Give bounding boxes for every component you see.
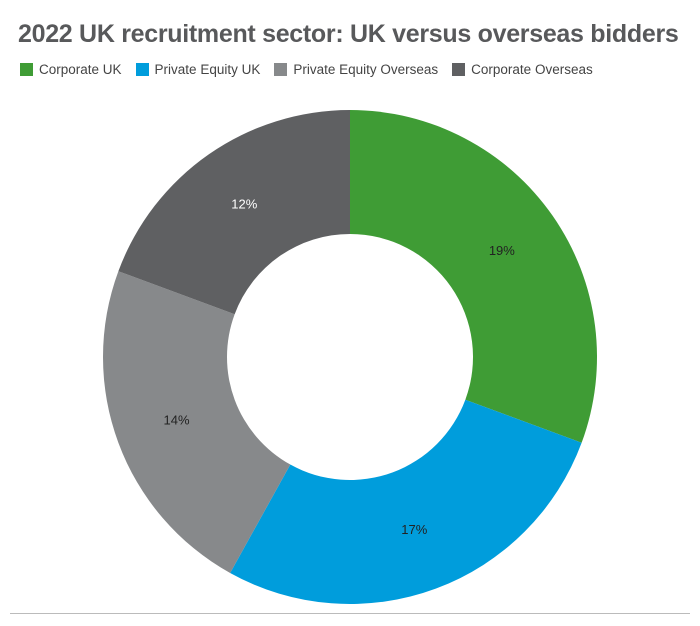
legend-swatch (20, 63, 33, 76)
legend: Corporate UK Private Equity UK Private Equ… (20, 62, 593, 77)
legend-label: Private Equity UK (154, 62, 261, 77)
legend-item: Private Equity UK (135, 62, 261, 77)
donut-slice (230, 399, 582, 604)
bottom-rule (10, 613, 690, 614)
data-label: 14% (164, 413, 190, 428)
legend-item: Private Equity Overseas (274, 62, 438, 77)
legend-swatch (274, 63, 288, 76)
donut-slice (350, 110, 597, 443)
donut-slice (118, 110, 351, 315)
legend-swatch (135, 63, 149, 76)
chart-title: 2022 UK recruitment sector: UK versus ov… (18, 20, 679, 48)
legend-label: Corporate UK (39, 62, 122, 77)
data-label: 17% (401, 522, 427, 537)
donut-slice (102, 271, 291, 573)
data-label: 19% (489, 243, 515, 258)
legend-item: Corporate Overseas (452, 62, 593, 77)
legend-item: Corporate UK (20, 62, 122, 77)
data-label: 12% (231, 197, 257, 212)
legend-swatch (452, 63, 466, 76)
legend-label: Private Equity Overseas (293, 62, 439, 77)
legend-label: Corporate Overseas (471, 62, 593, 77)
